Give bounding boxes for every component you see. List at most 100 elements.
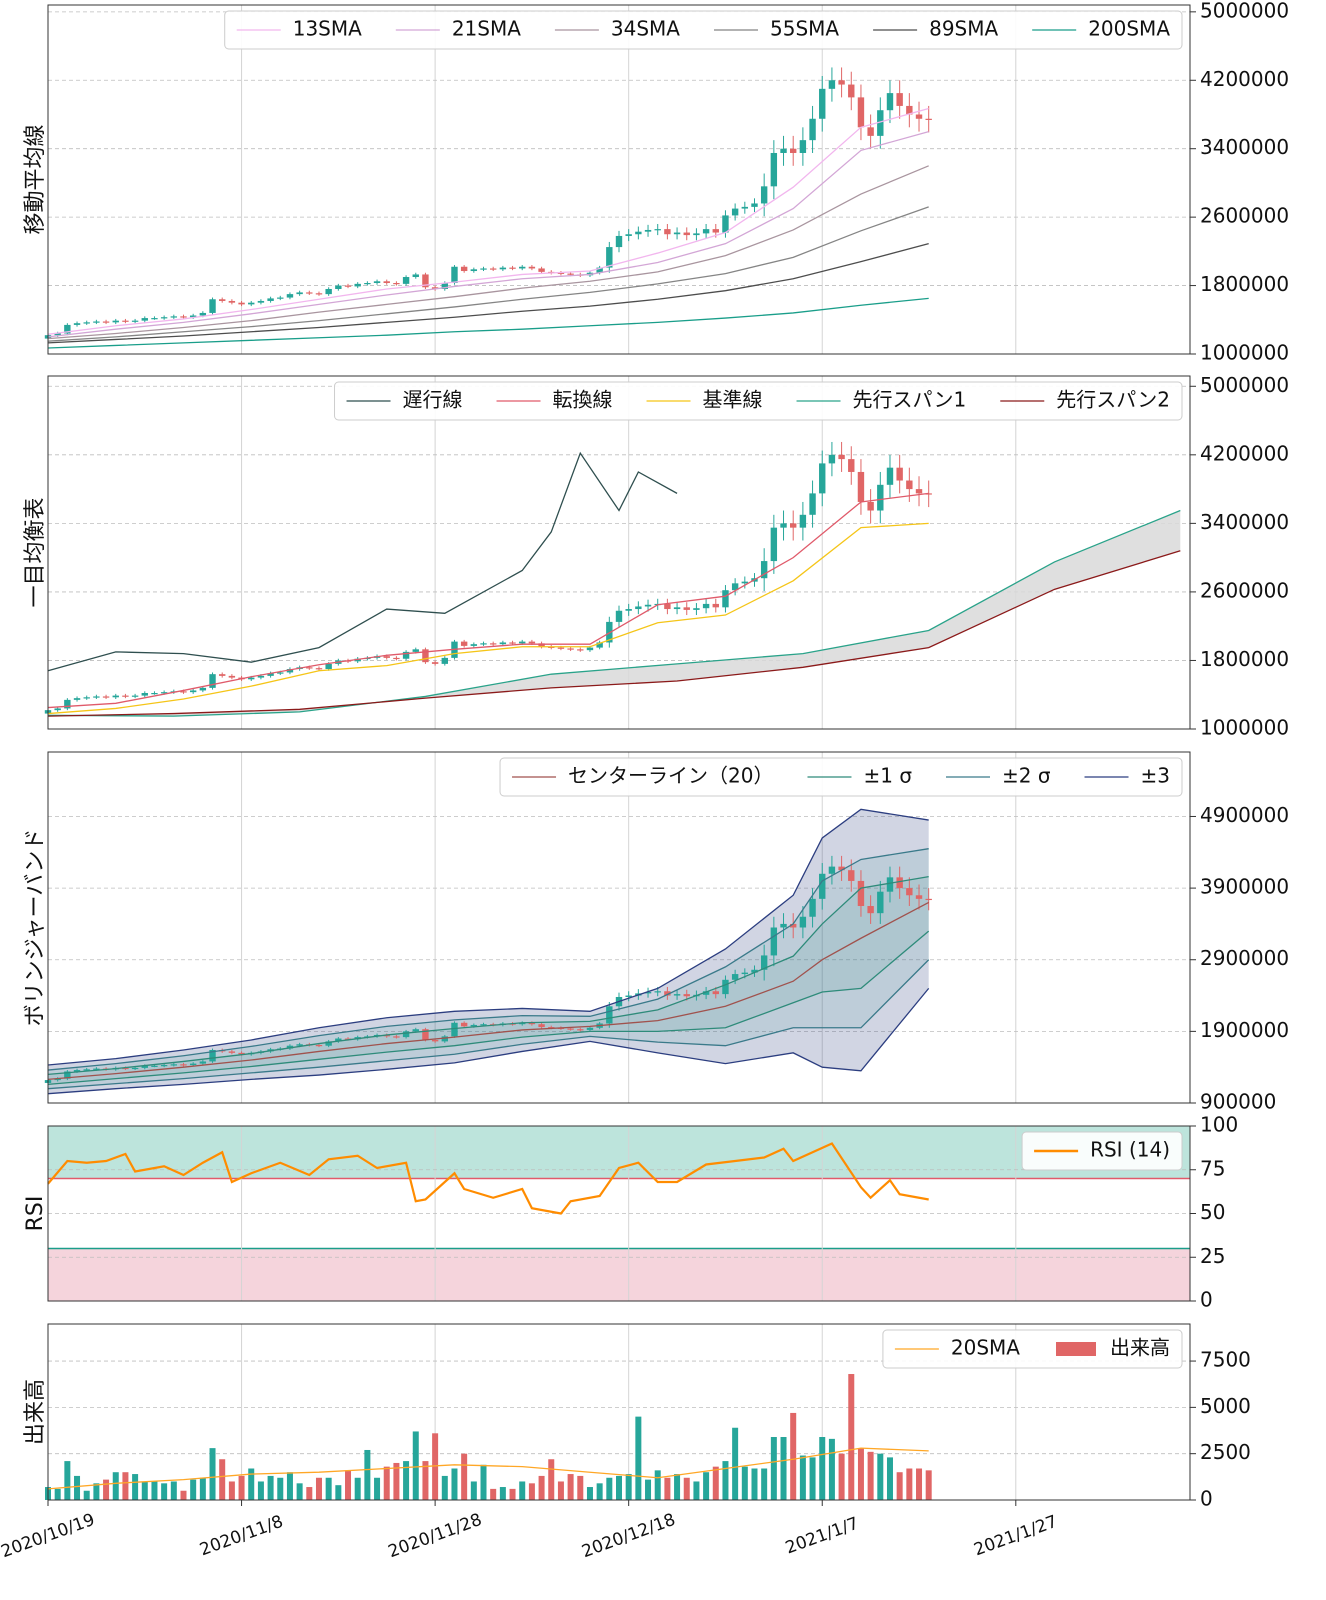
candle-body: [54, 1078, 61, 1081]
candle-body: [867, 127, 874, 136]
legend-label: ±3: [1141, 764, 1170, 788]
candle-body: [364, 283, 371, 285]
candle-body: [93, 696, 100, 698]
candle-body: [760, 186, 768, 204]
candle-body: [73, 323, 81, 325]
threshold-band: [48, 1248, 1190, 1301]
band-line: [47, 959, 930, 1090]
volume-bar: [238, 1475, 245, 1500]
volume-bar: [199, 1477, 206, 1500]
candle-body: [790, 523, 797, 528]
volume-bar: [886, 1457, 893, 1500]
candle-body: [654, 229, 661, 231]
candle-body: [131, 1067, 139, 1070]
series-line: [47, 165, 929, 340]
candle-body: [499, 642, 507, 645]
candle-body: [741, 206, 749, 209]
candle-body: [644, 604, 652, 607]
candle-body: [180, 316, 187, 318]
volume-bar: [741, 1466, 748, 1500]
volume-bar: [403, 1461, 410, 1500]
candle-body: [770, 152, 778, 187]
candle-body: [122, 320, 129, 322]
candle-body: [712, 991, 719, 995]
candle-body: [644, 229, 652, 232]
volume-bar: [867, 1451, 874, 1500]
candle-body: [519, 641, 526, 644]
y-tick-label: 4200000: [1200, 441, 1289, 465]
volume-bar: [857, 1448, 864, 1500]
candle-body: [625, 609, 632, 611]
candle-body: [228, 300, 236, 303]
band-line: [47, 875, 929, 1075]
candle-body: [567, 1028, 574, 1030]
candle-body: [702, 991, 710, 995]
panel: 0 25 50 75 100 RSI: [23, 1113, 1238, 1312]
candle-body: [248, 302, 255, 305]
candle-body: [915, 489, 923, 494]
candle-body: [431, 662, 439, 664]
candle-body: [567, 273, 574, 275]
candle-body: [702, 603, 710, 609]
candle-body: [906, 105, 913, 115]
y-tick-label: 1000000: [1200, 341, 1289, 365]
volume-bar: [257, 1481, 264, 1500]
candle-body: [877, 484, 884, 511]
candle-body: [393, 657, 400, 660]
candle-body: [102, 696, 110, 698]
x-tick-label: 2020/11/8: [197, 1512, 286, 1561]
volume-bar: [374, 1477, 381, 1500]
volume-bar: [712, 1466, 719, 1500]
candle-body: [267, 298, 274, 301]
volume-bar: [306, 1487, 313, 1500]
volume-bar: [528, 1483, 535, 1500]
y-tick-label: 0: [1200, 1487, 1213, 1511]
candle-body: [557, 647, 565, 649]
volume-bar: [732, 1427, 739, 1500]
x-tick-label: 2020/10/19: [0, 1510, 97, 1562]
candle-body: [431, 1039, 439, 1042]
candle-body: [286, 294, 294, 298]
candle-body: [441, 283, 448, 289]
candle-body: [577, 649, 584, 651]
candle-body: [538, 268, 545, 272]
candle-body: [286, 1045, 294, 1049]
volume-bar: [809, 1457, 816, 1500]
candle-body: [635, 606, 642, 610]
series-line: [47, 1447, 929, 1490]
volume-bar: [499, 1487, 506, 1500]
candle-body: [219, 674, 226, 676]
candle-body: [857, 471, 865, 502]
candle-body: [915, 895, 923, 899]
volume-bar: [596, 1483, 603, 1500]
candle-body: [170, 1064, 178, 1066]
candle-body: [867, 906, 874, 914]
y-tick-label: 1800000: [1200, 272, 1289, 296]
candle-body: [306, 292, 313, 294]
volume-bar: [819, 1437, 826, 1500]
volume-bar: [509, 1488, 516, 1500]
panel: 1000000 1800000 2600000 3400000 4200000 50000…: [23, 0, 1289, 365]
volume-bar: [180, 1490, 187, 1500]
candle-body: [693, 608, 700, 610]
legend: 遅行線 転換線 基準線 先行スパン1 先行スパン2: [334, 381, 1183, 421]
candle-body: [722, 979, 729, 995]
series-line: [47, 107, 929, 335]
candle-body: [267, 673, 274, 676]
band-line: [47, 987, 930, 1095]
candle-body: [209, 1049, 216, 1062]
volume-bar: [470, 1481, 477, 1500]
candle-body: [606, 1006, 613, 1024]
legend-box: [224, 10, 1183, 50]
candle-body: [596, 267, 603, 273]
candle-body: [315, 1044, 323, 1047]
candle-body: [606, 247, 613, 268]
volume-bar: [838, 1453, 845, 1500]
candle-body: [441, 657, 448, 664]
volume-bar: [74, 1475, 81, 1500]
candle-body: [731, 208, 739, 216]
volume-bar: [54, 1488, 61, 1500]
candle-body: [402, 651, 410, 659]
candle-body: [209, 674, 216, 688]
y-tick-label: 4900000: [1200, 803, 1289, 827]
